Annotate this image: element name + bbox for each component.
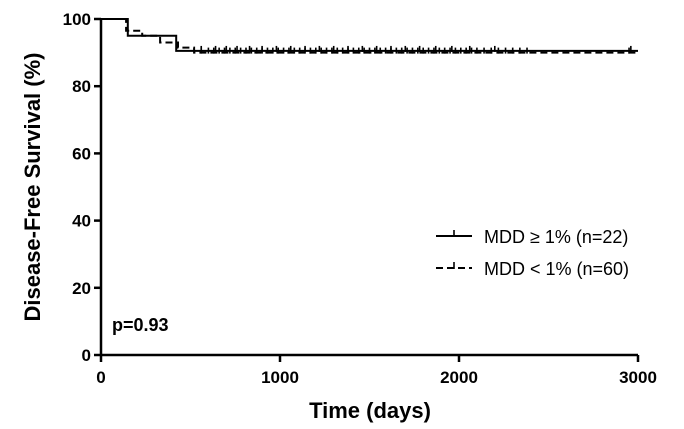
legend: MDD ≥ 1% (n=22) MDD < 1% (n=60) (436, 227, 629, 279)
x-tick-label: 0 (96, 368, 105, 387)
p-value-annotation: p=0.93 (112, 315, 169, 335)
y-tick-label: 100 (63, 10, 91, 29)
y-axis-title: Disease-Free Survival (%) (20, 52, 45, 321)
x-axis-title: Time (days) (309, 398, 431, 423)
y-tick-label: 20 (72, 279, 91, 298)
y-ticks: 0 20 40 60 80 100 (63, 10, 101, 365)
axes (99, 19, 638, 357)
x-tick-label: 2000 (440, 368, 478, 387)
survival-curve-series-1 (101, 18, 638, 52)
y-tick-label: 40 (72, 212, 91, 231)
legend-label-series-2: MDD < 1% (n=60) (484, 259, 629, 279)
series-layer (101, 18, 638, 54)
y-tick-label: 60 (72, 144, 91, 163)
legend-label-series-1: MDD ≥ 1% (n=22) (484, 227, 628, 247)
y-tick-label: 80 (72, 77, 91, 96)
x-tick-label: 1000 (261, 368, 299, 387)
x-tick-label: 3000 (619, 368, 657, 387)
y-tick-label: 0 (82, 346, 91, 365)
survival-curve-series-2 (101, 18, 638, 54)
x-ticks: 0 1000 2000 3000 (96, 355, 657, 387)
